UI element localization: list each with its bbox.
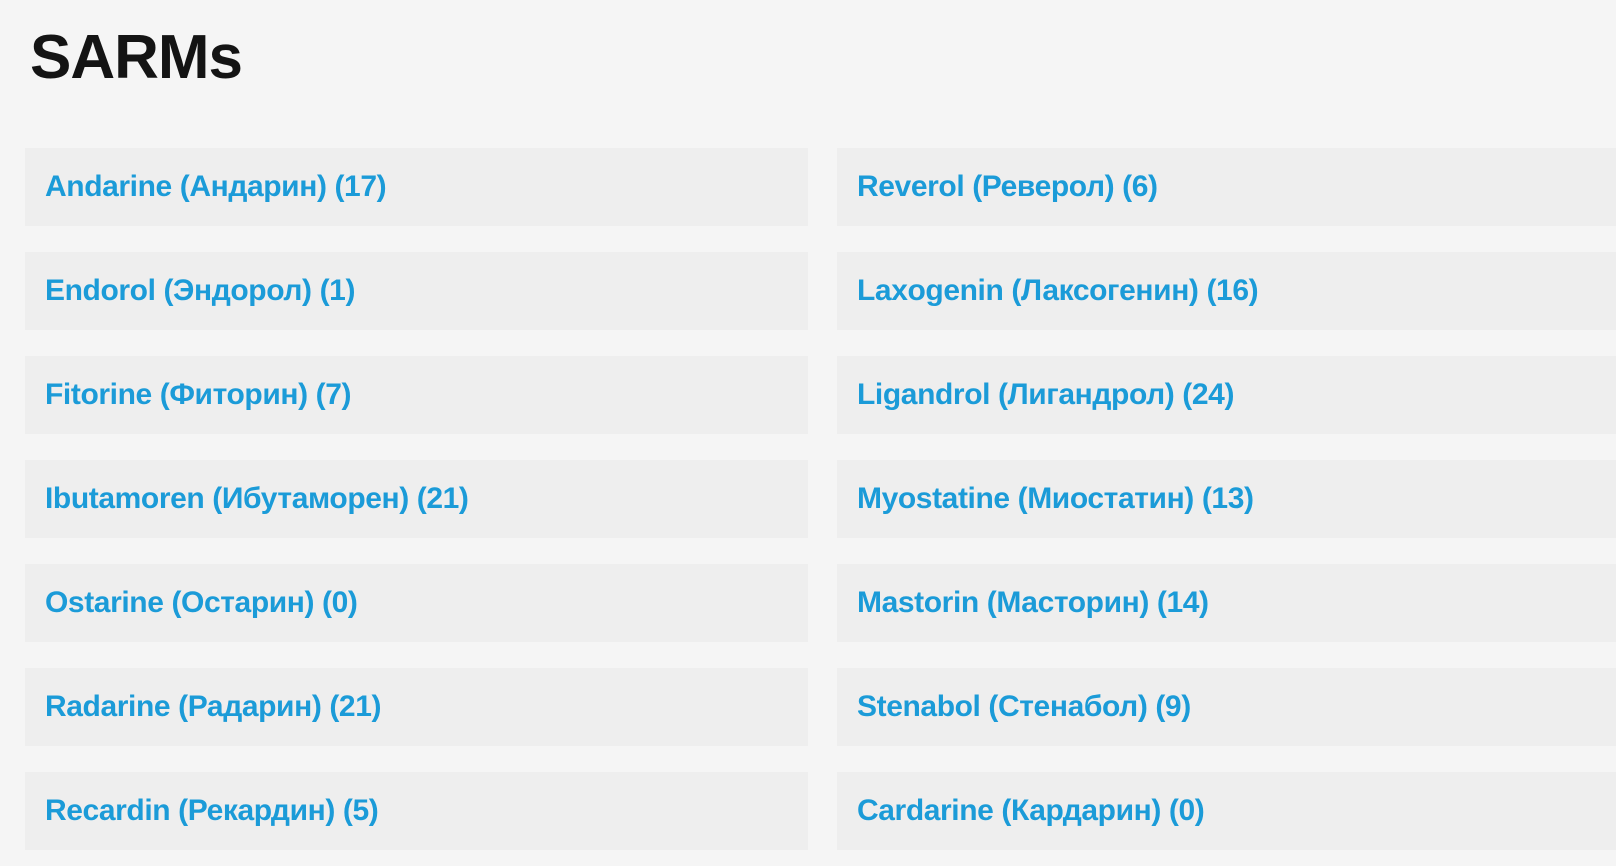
category-row: Radarine (Радарин) (21)	[25, 668, 808, 746]
category-link-reverol[interactable]: Reverol (Реверол) (6)	[857, 170, 1158, 203]
page-title: SARMs	[30, 23, 243, 92]
category-grid: Andarine (Андарин) (17) Endorol (Эндорол…	[25, 148, 1616, 850]
category-link-recardin[interactable]: Recardin (Рекардин) (5)	[45, 794, 379, 827]
category-row: Ligandrol (Лигандрол) (24)	[837, 356, 1616, 434]
category-row: Recardin (Рекардин) (5)	[25, 772, 808, 850]
category-row: Myostatine (Миостатин) (13)	[837, 460, 1616, 538]
category-row: Reverol (Реверол) (6)	[837, 148, 1616, 226]
category-row: Endorol (Эндорол) (1)	[25, 252, 808, 330]
category-row: Ibutamoren (Ибутаморен) (21)	[25, 460, 808, 538]
category-link-ligandrol[interactable]: Ligandrol (Лигандрол) (24)	[857, 378, 1235, 411]
category-link-andarine[interactable]: Andarine (Андарин) (17)	[45, 170, 387, 203]
category-link-ibutamoren[interactable]: Ibutamoren (Ибутаморен) (21)	[45, 482, 469, 515]
category-link-myostatine[interactable]: Myostatine (Миостатин) (13)	[857, 482, 1254, 515]
category-link-radarine[interactable]: Radarine (Радарин) (21)	[45, 690, 382, 723]
category-link-stenabol[interactable]: Stenabol (Стенабол) (9)	[857, 690, 1191, 723]
category-row: Ostarine (Остарин) (0)	[25, 564, 808, 642]
category-link-endorol[interactable]: Endorol (Эндорол) (1)	[45, 274, 356, 307]
category-row: Cardarine (Кардарин) (0)	[837, 772, 1616, 850]
category-row: Fitorine (Фиторин) (7)	[25, 356, 808, 434]
category-link-cardarine[interactable]: Cardarine (Кардарин) (0)	[857, 794, 1205, 827]
category-link-ostarine[interactable]: Ostarine (Остарин) (0)	[45, 586, 358, 619]
category-link-fitorine[interactable]: Fitorine (Фиторин) (7)	[45, 378, 352, 411]
category-link-mastorin[interactable]: Mastorin (Масторин) (14)	[857, 586, 1209, 619]
category-row: Laxogenin (Лаксогенин) (16)	[837, 252, 1616, 330]
category-row: Mastorin (Масторин) (14)	[837, 564, 1616, 642]
category-row: Andarine (Андарин) (17)	[25, 148, 808, 226]
category-row: Stenabol (Стенабол) (9)	[837, 668, 1616, 746]
category-link-laxogenin[interactable]: Laxogenin (Лаксогенин) (16)	[857, 274, 1259, 307]
